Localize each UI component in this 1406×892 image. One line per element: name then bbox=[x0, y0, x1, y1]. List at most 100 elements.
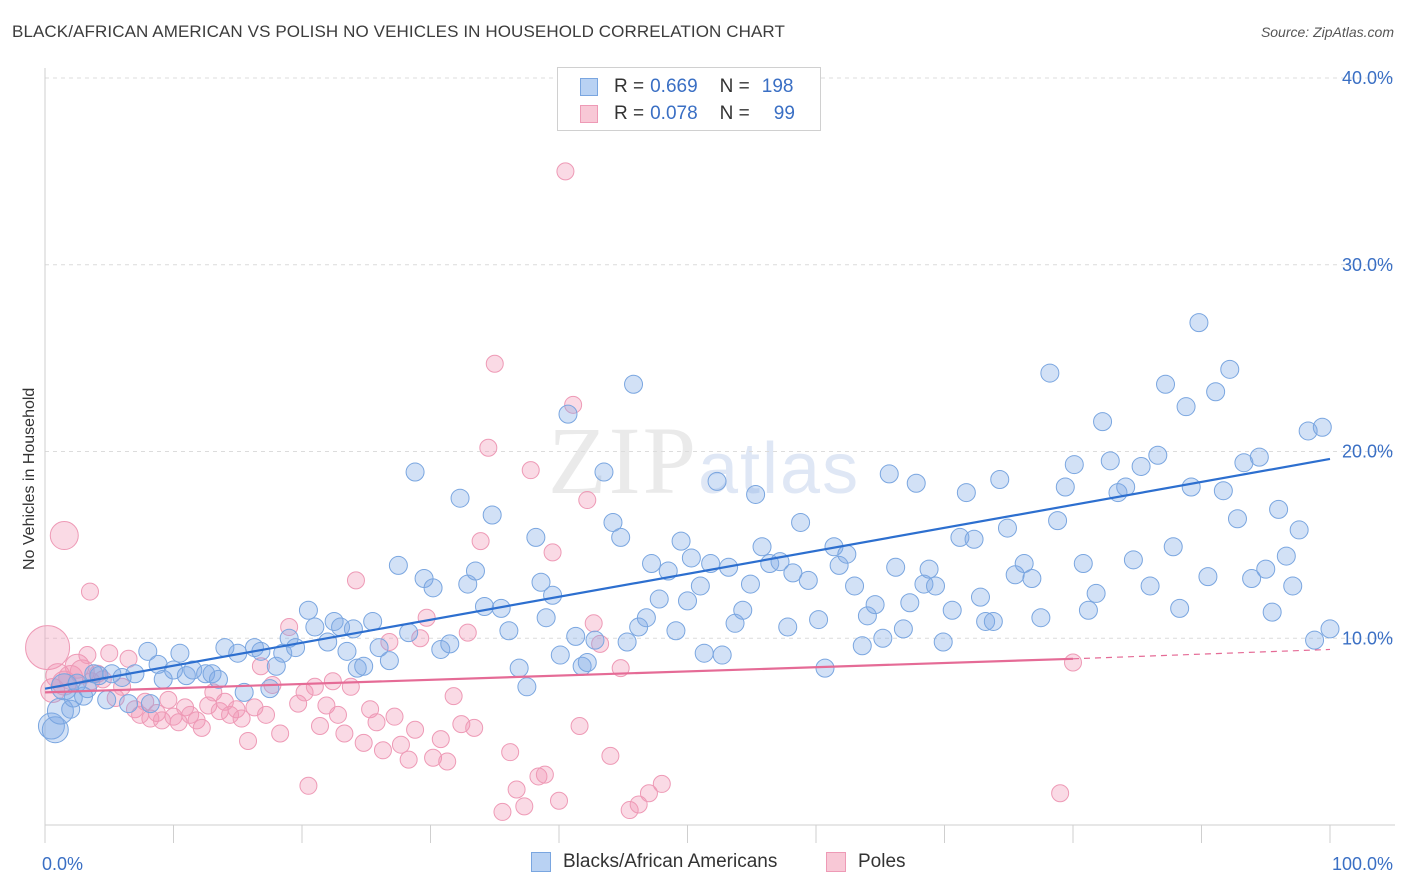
tick-labels: 10.0% 20.0% 30.0% 40.0% 0.0% 100.0% bbox=[42, 68, 1393, 874]
blacks-point bbox=[482, 505, 502, 525]
blacks-point bbox=[550, 645, 570, 665]
blacks-point bbox=[707, 471, 727, 491]
y-axis-label: No Vehicles in Household bbox=[21, 388, 38, 570]
blacks-point bbox=[666, 621, 686, 641]
blacks-point bbox=[1298, 421, 1318, 441]
blacks-point bbox=[517, 677, 537, 697]
blacks-point bbox=[1181, 477, 1201, 497]
blacks-point bbox=[140, 694, 160, 714]
blacks-point bbox=[526, 527, 546, 547]
blacks-point bbox=[566, 626, 586, 646]
blacks-point bbox=[465, 561, 485, 581]
poles-point bbox=[471, 532, 490, 551]
poles-point bbox=[535, 765, 554, 784]
blacks-trend-line bbox=[44, 457, 1331, 690]
poles-point bbox=[192, 718, 211, 737]
poles-point bbox=[25, 625, 71, 671]
blacks-point bbox=[865, 595, 885, 615]
blacks-point bbox=[857, 606, 877, 626]
poles-point bbox=[639, 784, 658, 803]
blacks-point bbox=[170, 643, 190, 663]
blacks-point bbox=[499, 621, 519, 641]
poles-point bbox=[424, 748, 443, 767]
poles-point bbox=[78, 646, 97, 665]
legend-n-blue: 198 bbox=[761, 76, 794, 97]
poles-point bbox=[159, 690, 178, 709]
legend-swatch-blue bbox=[580, 78, 598, 96]
blacks-point bbox=[1312, 417, 1332, 437]
blacks-point bbox=[388, 555, 408, 575]
blacks-point bbox=[983, 611, 1003, 631]
blacks-point bbox=[778, 617, 798, 637]
poles-point bbox=[335, 724, 354, 743]
poles-point bbox=[584, 614, 603, 633]
blacks-point bbox=[1148, 445, 1168, 465]
blacks-point bbox=[829, 555, 849, 575]
poles-point bbox=[438, 752, 457, 771]
poles-point bbox=[485, 354, 504, 373]
poles-point bbox=[479, 438, 498, 457]
legend-r-pink: 0.078 bbox=[650, 103, 698, 124]
poles-point bbox=[444, 687, 463, 706]
blacks-point bbox=[636, 608, 656, 628]
x-tick-label: 0.0% bbox=[42, 854, 83, 874]
poles-point bbox=[289, 694, 308, 713]
blacks-point bbox=[997, 518, 1017, 538]
blacks-point bbox=[845, 576, 865, 596]
blacks-point bbox=[1256, 559, 1276, 579]
blacks-point bbox=[354, 656, 374, 676]
blacks-point bbox=[61, 699, 81, 719]
blacks-point bbox=[624, 374, 644, 394]
blacks-point bbox=[440, 634, 460, 654]
trend-lines bbox=[44, 457, 1331, 694]
blacks-point bbox=[1227, 509, 1247, 529]
blacks-point bbox=[1014, 554, 1034, 574]
blacks-point bbox=[509, 658, 529, 678]
blacks-point bbox=[536, 608, 556, 628]
poles-point bbox=[417, 608, 436, 627]
blacks-point bbox=[399, 623, 419, 643]
bottom-legend-blacks: Blacks/African Americans bbox=[531, 851, 777, 873]
poles-series bbox=[25, 162, 1082, 821]
blacks-point bbox=[298, 600, 318, 620]
poles-point bbox=[239, 731, 258, 750]
y-tick-label: 30.0% bbox=[1342, 255, 1393, 275]
bottom-legend-poles: Poles bbox=[826, 851, 906, 873]
y-tick-label: 20.0% bbox=[1342, 442, 1393, 462]
blacks-point bbox=[474, 597, 494, 617]
blacks-point bbox=[950, 527, 970, 547]
poles-point bbox=[271, 724, 290, 743]
blacks-point bbox=[286, 638, 306, 658]
blacks-point bbox=[1189, 313, 1209, 333]
blacks-point bbox=[1086, 583, 1106, 603]
poles-point bbox=[652, 774, 671, 793]
blacks-point bbox=[1176, 397, 1196, 417]
poles-point bbox=[227, 700, 246, 719]
blacks-point bbox=[1269, 499, 1289, 519]
blacks-point bbox=[208, 669, 228, 689]
poles-point bbox=[361, 700, 380, 719]
blacks-point bbox=[279, 628, 299, 648]
poles-point bbox=[280, 618, 299, 637]
x-tick-label: 100.0% bbox=[1332, 854, 1393, 874]
blacks-point bbox=[405, 462, 425, 482]
blacks-point bbox=[1048, 511, 1068, 531]
blacks-point bbox=[964, 529, 984, 549]
blacks-point bbox=[431, 639, 451, 659]
blacks-point bbox=[919, 559, 939, 579]
blacks-point bbox=[260, 679, 280, 699]
poles-point bbox=[323, 672, 342, 691]
blacks-point bbox=[1289, 520, 1309, 540]
blacks-point bbox=[1123, 550, 1143, 570]
blacks-point bbox=[617, 632, 637, 652]
poles-point bbox=[310, 717, 329, 736]
blacks-point bbox=[783, 563, 803, 583]
blacks-point bbox=[914, 574, 934, 594]
poles-point bbox=[458, 623, 477, 642]
blacks-point bbox=[1031, 608, 1051, 628]
poles-point bbox=[399, 750, 418, 769]
poles-point bbox=[328, 705, 347, 724]
poles-point bbox=[100, 644, 119, 663]
poles-point bbox=[354, 733, 373, 752]
blacks-point bbox=[1262, 602, 1282, 622]
